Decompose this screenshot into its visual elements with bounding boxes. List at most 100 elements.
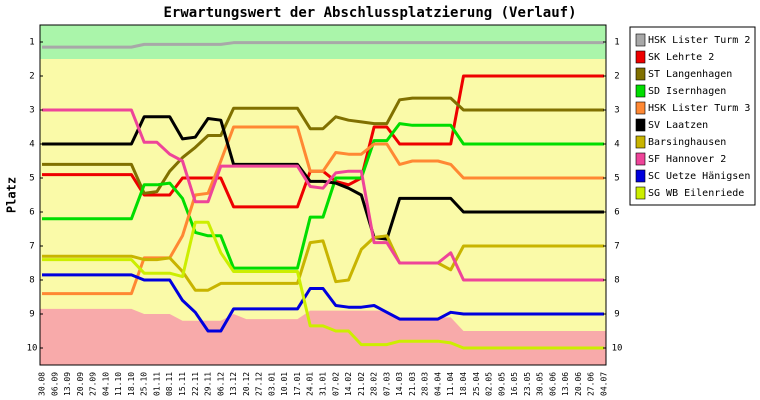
legend-label: SG WB Eilenriede bbox=[648, 188, 744, 199]
series-line bbox=[42, 96, 604, 195]
x-tick-label: 04.07 bbox=[600, 372, 609, 396]
series-line bbox=[42, 234, 604, 292]
chart-title: Erwartungswert der Abschlussplatzierung … bbox=[163, 5, 576, 21]
x-tick-label: 06.06 bbox=[548, 372, 557, 396]
x-tick-label: 28.03 bbox=[421, 372, 430, 396]
legend-swatch bbox=[635, 152, 646, 166]
y-axis-label: Platz bbox=[5, 177, 19, 213]
legend-label: SD Isernhagen bbox=[648, 86, 726, 97]
x-tick-label: 27.06 bbox=[587, 372, 596, 396]
x-tick-label: 07.03 bbox=[382, 372, 391, 396]
middle-zone bbox=[40, 25, 606, 365]
y-tick-label-right: 1 bbox=[614, 38, 619, 48]
series-line bbox=[42, 125, 604, 296]
x-tick-label: 14.02 bbox=[344, 372, 353, 396]
x-tick-label: 13.12 bbox=[229, 372, 238, 396]
x-tick-label: 20.06 bbox=[574, 372, 583, 396]
x-tick-label: 07.02 bbox=[331, 372, 340, 396]
series-line bbox=[42, 115, 604, 241]
y-tick-label-right: 9 bbox=[614, 310, 619, 320]
x-tick-label: 15.11 bbox=[178, 372, 187, 396]
x-tick-label: 18.10 bbox=[127, 372, 136, 396]
y-tick-label: 3 bbox=[29, 106, 34, 116]
legend-swatch bbox=[635, 50, 646, 64]
legend-label: HSK Lister Turm 3 bbox=[648, 103, 750, 114]
x-tick-label: 22.11 bbox=[191, 372, 200, 396]
x-tick-label: 30.08 bbox=[38, 372, 47, 396]
y-tick-label: 6 bbox=[29, 208, 34, 218]
legend-label: ST Langenhagen bbox=[648, 69, 732, 80]
series-line bbox=[42, 108, 604, 282]
x-tick-label: 17.01 bbox=[293, 372, 302, 396]
x-tick-label: 13.09 bbox=[63, 372, 72, 396]
x-tick-label: 11.10 bbox=[114, 372, 123, 396]
x-tick-label: 11.04 bbox=[446, 372, 455, 396]
plot-area bbox=[40, 25, 606, 365]
series-line bbox=[42, 122, 604, 270]
y-tick-label-right: 6 bbox=[614, 208, 619, 218]
legend-swatch bbox=[635, 186, 646, 200]
x-tick-label: 31.01 bbox=[319, 372, 328, 396]
legend-swatch bbox=[635, 84, 646, 98]
series-line bbox=[42, 41, 604, 49]
legend-swatch bbox=[635, 169, 646, 183]
y-tick-label-right: 8 bbox=[614, 276, 619, 286]
x-tick-label: 25.04 bbox=[472, 372, 481, 396]
x-tick-label: 20.09 bbox=[76, 372, 85, 396]
x-tick-label: 03.01 bbox=[267, 372, 276, 396]
x-tick-label: 16.05 bbox=[510, 372, 519, 396]
legend-swatch bbox=[635, 67, 646, 81]
x-tick-label: 24.01 bbox=[306, 372, 315, 396]
x-tick-label: 28.02 bbox=[370, 372, 379, 396]
legend-label: SV Laatzen bbox=[648, 120, 708, 131]
y-tick-label: 4 bbox=[29, 140, 34, 150]
y-tick-label-right: 5 bbox=[614, 174, 619, 184]
legend-label: HSK Lister Turm 2 bbox=[648, 35, 750, 46]
x-tick-label: 04.04 bbox=[433, 372, 442, 396]
legend-label: SK Lehrte 2 bbox=[648, 52, 714, 63]
legend-swatch bbox=[635, 101, 646, 115]
legend bbox=[629, 26, 756, 206]
legend-swatch bbox=[635, 33, 646, 47]
legend-swatch bbox=[635, 135, 646, 149]
x-tick-label: 21.03 bbox=[408, 372, 417, 396]
x-tick-label: 21.02 bbox=[357, 372, 366, 396]
x-tick-label: 29.11 bbox=[204, 372, 213, 396]
x-tick-label: 27.09 bbox=[89, 372, 98, 396]
x-tick-label: 06.09 bbox=[50, 372, 59, 396]
y-tick-label: 9 bbox=[29, 310, 34, 320]
x-tick-label: 14.03 bbox=[395, 372, 404, 396]
y-tick-label: 1 bbox=[29, 38, 34, 48]
x-tick-label: 02.05 bbox=[485, 372, 494, 396]
x-tick-label: 23.05 bbox=[523, 372, 532, 396]
x-tick-label: 18.04 bbox=[459, 372, 468, 396]
legend-swatch bbox=[635, 118, 646, 132]
series-line bbox=[42, 220, 604, 350]
y-tick-label: 2 bbox=[29, 72, 34, 82]
y-tick-label-right: 4 bbox=[614, 140, 619, 150]
y-tick-label-right: 7 bbox=[614, 242, 619, 252]
legend-label: Barsinghausen bbox=[648, 137, 726, 148]
lower-zone bbox=[40, 308, 606, 365]
x-tick-label: 06.12 bbox=[216, 372, 225, 396]
legend-label: SC Uetze Hänigsen bbox=[648, 171, 750, 182]
x-tick-label: 20.12 bbox=[242, 372, 251, 396]
y-tick-label: 10 bbox=[27, 344, 38, 354]
series-line bbox=[42, 273, 604, 333]
x-tick-label: 13.06 bbox=[561, 372, 570, 396]
x-tick-label: 10.01 bbox=[280, 372, 289, 396]
y-tick-label-right: 10 bbox=[612, 344, 623, 354]
x-tick-label: 04.10 bbox=[101, 372, 110, 396]
y-tick-label: 5 bbox=[29, 174, 34, 184]
x-tick-label: 01.11 bbox=[152, 372, 161, 396]
legend-label: SF Hannover 2 bbox=[648, 154, 726, 165]
x-tick-label: 08.11 bbox=[165, 372, 174, 396]
y-tick-label: 7 bbox=[29, 242, 34, 252]
y-tick-label-right: 3 bbox=[614, 106, 619, 116]
y-tick-label-right: 2 bbox=[614, 72, 619, 82]
plot-border bbox=[39, 24, 607, 366]
x-tick-label: 27.12 bbox=[255, 372, 264, 396]
y-tick-label: 8 bbox=[29, 276, 34, 286]
